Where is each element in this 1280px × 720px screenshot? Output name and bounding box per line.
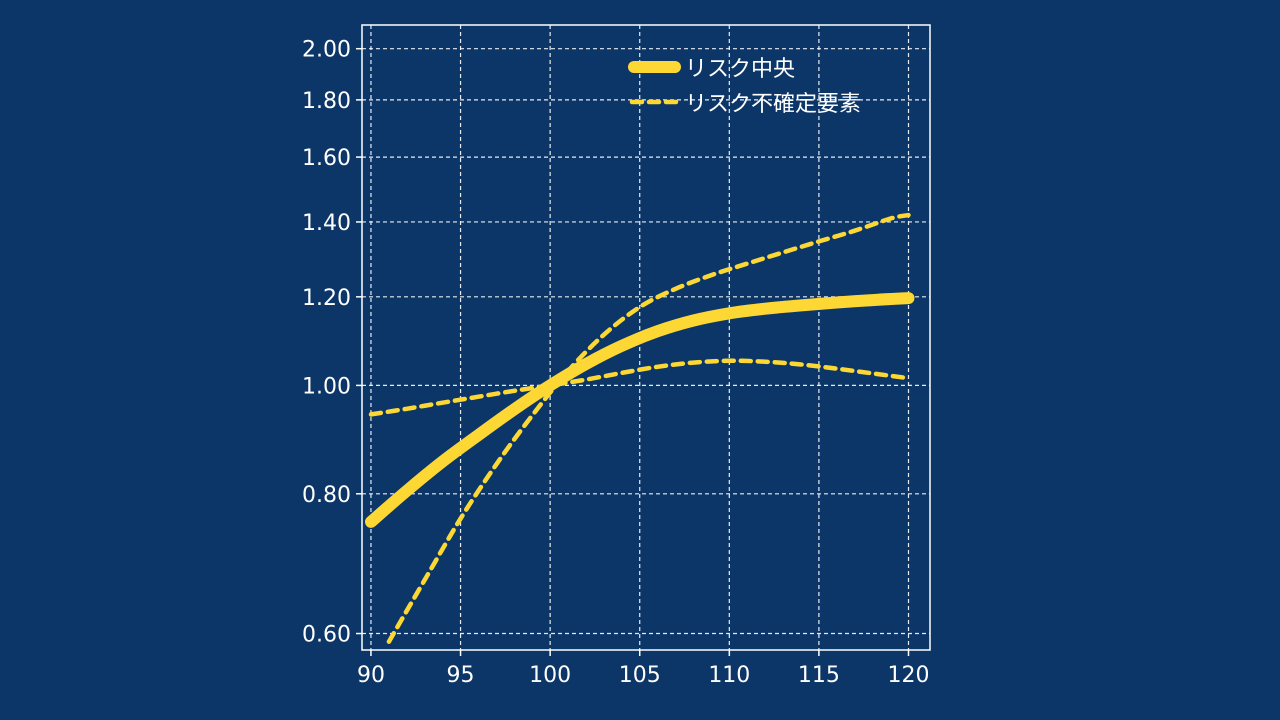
x-tick-label: 95 <box>447 663 475 688</box>
x-axis-ticks: 90 95 100 105 110 115 120 <box>357 650 929 688</box>
series-line-uncertainty-1 <box>386 212 911 644</box>
y-tick-label: 1.20 <box>302 286 351 311</box>
series-lines <box>365 212 915 644</box>
y-tick-label: 1.60 <box>302 146 351 171</box>
y-tick-label: 2.00 <box>302 38 351 63</box>
x-tick-label: 115 <box>798 663 840 688</box>
y-tick-label: 0.60 <box>302 623 351 648</box>
x-tick-label: 120 <box>887 663 929 688</box>
x-tick-label: 110 <box>708 663 750 688</box>
y-tick-label: 0.80 <box>302 483 351 508</box>
plot-frame <box>361 24 931 651</box>
y-tick-label: 1.80 <box>302 89 351 114</box>
y-tick-label: 1.00 <box>302 374 351 399</box>
y-tick-label: 1.40 <box>302 211 351 236</box>
x-tick-label: 90 <box>357 663 385 688</box>
legend-label-1: リスク不確定要素 <box>685 92 861 117</box>
grid <box>362 25 930 650</box>
x-tick-label: 105 <box>619 663 661 688</box>
series-line-uncertainty-2 <box>368 358 911 417</box>
x-tick-label: 100 <box>529 663 571 688</box>
legend-label-0: リスク中央 <box>685 57 795 82</box>
series-line-center <box>365 292 915 528</box>
legend: リスク中央 リスク不確定要素 <box>628 57 861 117</box>
y-axis-ticks: 0.60 0.80 1.00 1.20 1.40 1.60 1.80 2.00 <box>302 38 362 648</box>
